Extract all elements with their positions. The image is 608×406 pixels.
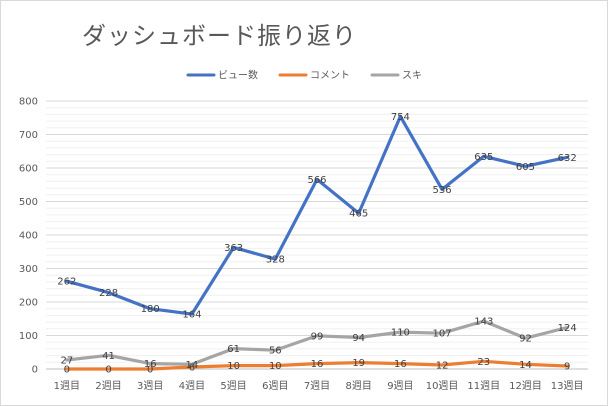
data-label-s1: 328 — [266, 255, 285, 266]
data-label-s3: 92 — [519, 334, 532, 345]
data-label-s3: 56 — [269, 346, 282, 357]
data-label-s3: 107 — [433, 329, 452, 340]
data-label-s1: 566 — [307, 175, 326, 186]
x-tick-label: 11週目 — [467, 380, 500, 392]
data-label-s3: 41 — [102, 351, 115, 362]
x-tick-label: 13週目 — [551, 380, 584, 392]
y-tick-label: 300 — [19, 264, 38, 275]
data-label-s1: 228 — [99, 288, 118, 299]
x-tick-label: 3週目 — [137, 380, 163, 392]
y-tick-label: 200 — [19, 298, 38, 309]
legend-label-3: スキ — [402, 71, 422, 82]
x-tick-label: 2週目 — [95, 380, 121, 392]
series-line-2 — [65, 359, 569, 371]
data-label-s1: 635 — [474, 152, 493, 163]
data-label-s3: 16 — [144, 359, 157, 370]
y-tick-label: 800 — [19, 97, 38, 108]
x-tick-label: 9週目 — [387, 380, 413, 392]
data-label-s1: 754 — [391, 112, 410, 123]
data-label-s2: 0 — [105, 365, 111, 376]
data-label-s2: 16 — [311, 359, 324, 370]
data-label-s2: 9 — [564, 361, 570, 372]
series-line-3 — [65, 319, 569, 366]
data-label-s2: 16 — [394, 359, 407, 370]
data-label-s2: 0 — [147, 365, 153, 376]
data-label-s2: 10 — [227, 361, 240, 372]
data-label-s2: 14 — [519, 360, 532, 371]
data-label-s1: 164 — [182, 310, 201, 321]
data-label-s2: 6 — [189, 362, 195, 373]
data-label-s2: 19 — [352, 358, 365, 369]
x-tick-label: 7週目 — [304, 380, 330, 392]
data-label-s1: 632 — [558, 153, 577, 164]
x-tick-label: 10週目 — [426, 380, 459, 392]
x-tick-label: 8週目 — [346, 380, 372, 392]
legend-label-2: コメント — [310, 71, 350, 82]
x-tick-label: 4週目 — [179, 380, 205, 392]
data-label-s1: 536 — [433, 185, 452, 196]
data-label-s1: 363 — [224, 243, 243, 254]
data-label-s1: 465 — [349, 209, 368, 220]
data-label-s1: 262 — [57, 277, 76, 288]
x-tick-label: 6週目 — [262, 380, 288, 392]
data-label-s3: 110 — [391, 328, 410, 339]
y-tick-label: 400 — [19, 231, 38, 242]
x-tick-label: 5週目 — [220, 380, 246, 392]
data-label-s1: 180 — [141, 304, 160, 315]
data-label-s3: 143 — [474, 317, 493, 328]
x-tick-label: 1週目 — [54, 380, 80, 392]
y-tick-label: 500 — [19, 197, 38, 208]
y-tick-label: 700 — [19, 130, 38, 141]
x-tick-label: 12週目 — [509, 380, 542, 392]
data-label-s3: 14 — [186, 360, 199, 371]
data-label-s2: 10 — [269, 361, 282, 372]
data-label-s3: 61 — [227, 344, 240, 355]
data-label-s3: 99 — [311, 331, 324, 342]
y-tick-label: 0 — [32, 365, 38, 376]
data-label-s2: 23 — [477, 357, 490, 368]
data-label-s2: 12 — [436, 360, 449, 371]
data-label-s3: 124 — [558, 323, 577, 334]
legend-label-1: ビュー数 — [218, 69, 258, 82]
data-label-s3: 27 — [60, 355, 73, 366]
chart-title: ダッシュボード振り返り — [82, 22, 357, 50]
series-line-1 — [65, 114, 569, 316]
y-tick-label: 100 — [19, 331, 38, 342]
data-label-s2: 0 — [64, 365, 70, 376]
data-label-s1: 605 — [516, 162, 535, 173]
y-tick-label: 600 — [19, 164, 38, 175]
data-label-s3: 94 — [352, 333, 365, 344]
